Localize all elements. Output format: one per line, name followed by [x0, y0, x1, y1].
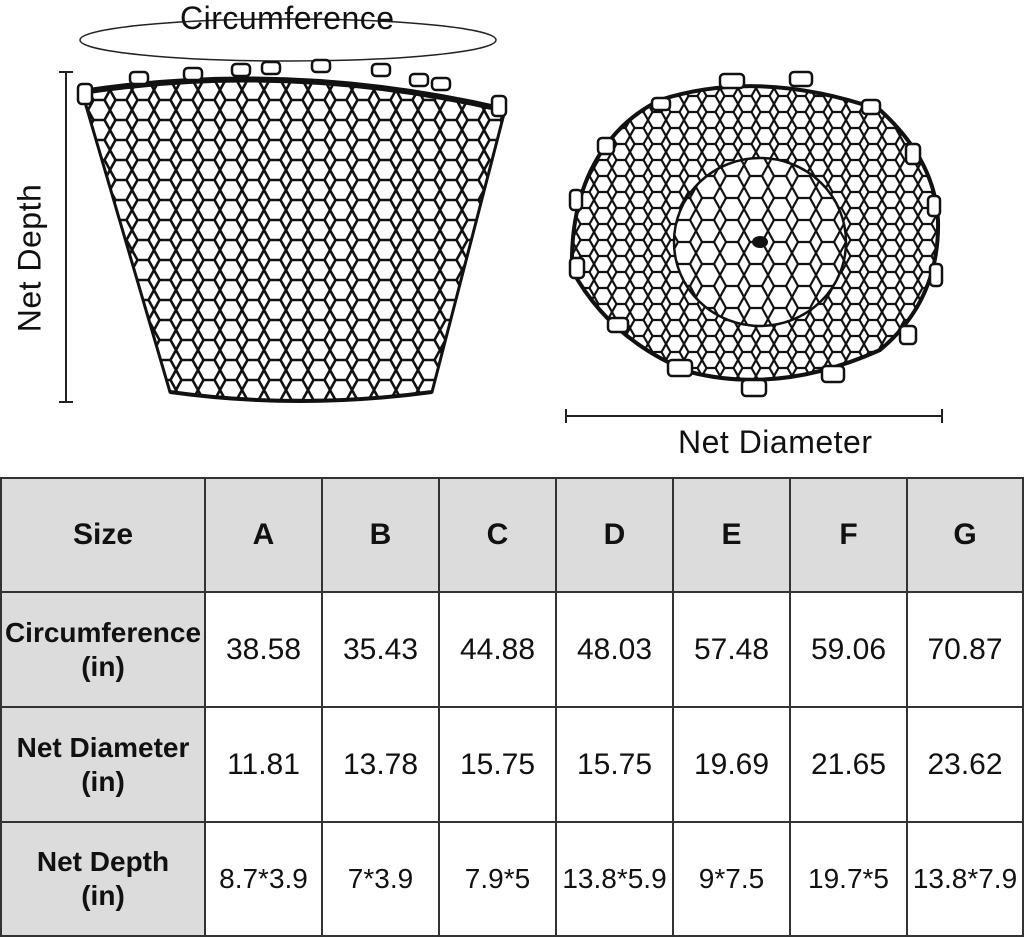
- table-cell: 13.8*7.9: [906, 821, 1024, 937]
- table-cell: 9*7.5: [672, 821, 791, 937]
- size-b-header: B: [321, 477, 440, 593]
- table-cell: 8.7*3.9: [204, 821, 323, 937]
- net-depth-row-header: Net Depth (in): [0, 821, 206, 937]
- table-cell: 13.78: [321, 706, 440, 823]
- size-a-header: A: [204, 477, 323, 593]
- net-illustration: [59, 18, 944, 423]
- row-header-line: Circumference: [4, 616, 202, 648]
- size-e-header: E: [672, 477, 791, 593]
- net-side-view: [76, 58, 508, 403]
- table-cell: 23.62: [906, 706, 1024, 823]
- table-cell: 11.81: [204, 706, 323, 823]
- row-header-unit: (in): [81, 765, 125, 797]
- row-header-unit: (in): [81, 880, 125, 911]
- table-cell: 38.58: [204, 591, 323, 708]
- depth-dimension-line: [59, 71, 73, 403]
- size-c-header: C: [438, 477, 557, 593]
- table-row: Net Depth (in) 8.7*3.9 7*3.9 7.9*5 13.8*…: [0, 821, 1024, 937]
- table-header-row: Size A B C D E F G: [0, 477, 1024, 593]
- size-f-header: F: [789, 477, 908, 593]
- table-cell: 59.06: [789, 591, 908, 708]
- table-row: Net Diameter (in) 11.81 13.78 15.75 15.7…: [0, 706, 1024, 823]
- circumference-ellipse: [79, 18, 497, 62]
- size-header-cell: Size: [0, 477, 206, 593]
- table-cell: 19.7*5: [789, 821, 908, 937]
- net-diameter-label: Net Diameter: [678, 424, 873, 460]
- net-diagram: Circumference Net Depth Net Diameter: [11, 0, 944, 460]
- size-d-header: D: [555, 477, 674, 593]
- table-row: Circumference (in) 38.58 35.43 44.88 48.…: [0, 591, 1024, 708]
- table-cell: 48.03: [555, 591, 674, 708]
- table-cell: 19.69: [672, 706, 791, 823]
- table-cell: 44.88: [438, 591, 557, 708]
- net-diameter-row-header: Net Diameter (in): [0, 706, 206, 823]
- size-g-header: G: [906, 477, 1024, 593]
- table-cell: 57.48: [672, 591, 791, 708]
- table-cell: 13.8*5.9: [555, 821, 674, 937]
- row-header-line: Net Depth: [36, 846, 170, 878]
- circumference-row-header: Circumference (in): [0, 591, 206, 708]
- net-depth-label: Net Depth: [11, 183, 48, 333]
- table-cell: 15.75: [555, 706, 674, 823]
- table-cell: 35.43: [321, 591, 440, 708]
- net-top-view: [568, 70, 944, 398]
- table-cell: 7*3.9: [321, 821, 440, 937]
- diameter-dimension-line: [565, 409, 943, 423]
- circumference-label: Circumference: [180, 0, 395, 36]
- row-header-line: Net Diameter: [16, 731, 190, 763]
- table-cell: 7.9*5: [438, 821, 557, 937]
- size-spec-table: Size A B C D E F G Circumference (in) 38…: [0, 477, 1024, 937]
- row-header-unit: (in): [81, 650, 125, 682]
- table-cell: 15.75: [438, 706, 557, 823]
- table-cell: 70.87: [906, 591, 1024, 708]
- table-cell: 21.65: [789, 706, 908, 823]
